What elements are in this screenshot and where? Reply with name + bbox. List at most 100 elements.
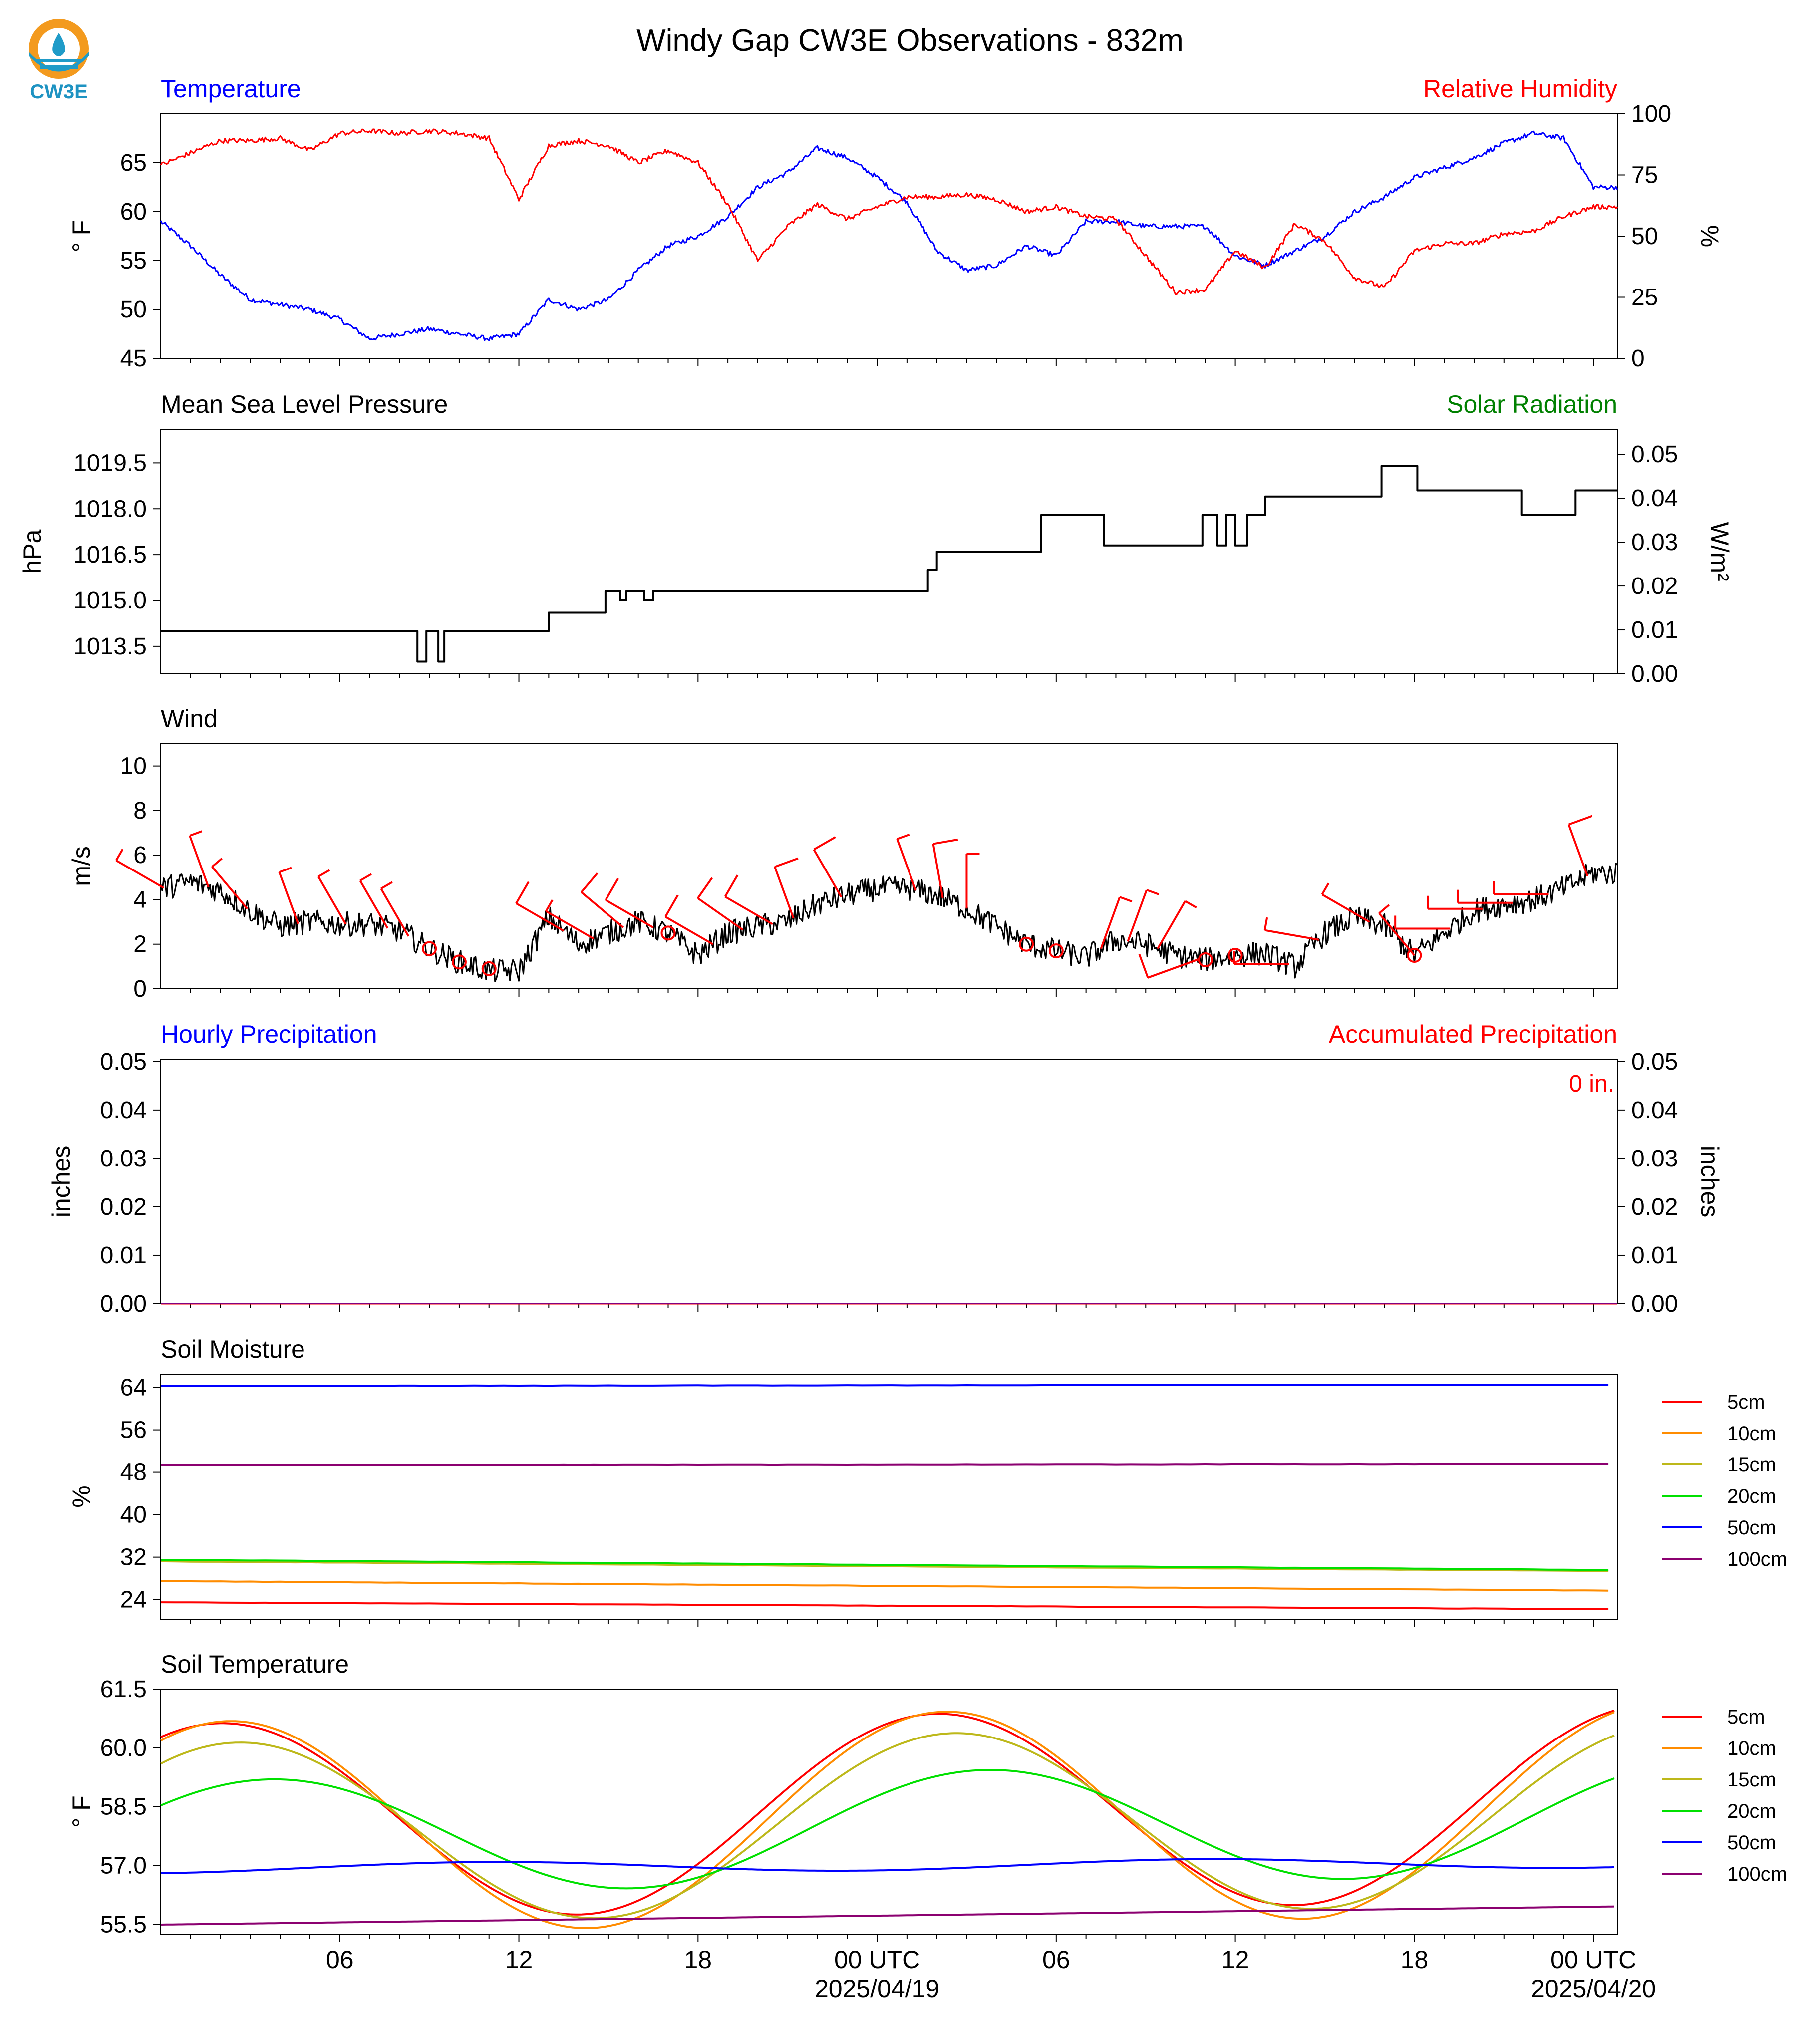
pressure-ytick-label: 1019.5	[73, 450, 147, 476]
precip-plot-frame	[160, 1059, 1618, 1304]
soil-temperature-legend-label: 15cm	[1727, 1769, 1776, 1791]
pressure-title-right: Solar Radiation	[1447, 390, 1617, 418]
wind-barb	[813, 836, 843, 898]
soil_moisture-ytick-label: 32	[120, 1544, 147, 1571]
soil_temperature-ylabel: ° F	[67, 1795, 95, 1827]
wind-barb-half-feather	[380, 881, 393, 890]
soil-moisture-legend-label: 15cm	[1727, 1454, 1776, 1476]
precip-ytick-right-label: 0.05	[1631, 1049, 1678, 1075]
wind-barb	[724, 874, 773, 925]
series-temperature	[160, 130, 1618, 341]
wind-barb-feather	[933, 838, 958, 845]
pressure-ytick-right-label: 0.02	[1631, 573, 1678, 599]
wind-plot-frame	[160, 743, 1618, 989]
precip-ytick-right-label: 0.03	[1631, 1146, 1678, 1172]
soil_temperature-ytick-label: 58.5	[100, 1794, 147, 1820]
wind-barb-half-feather	[1119, 896, 1133, 903]
soil-temperature-legend-label: 10cm	[1727, 1738, 1776, 1759]
precip-ylabel: inches	[47, 1146, 75, 1218]
wind-barb-half-feather	[1378, 904, 1390, 914]
pressure-ytick-label: 1016.5	[73, 542, 147, 568]
wind-barb	[189, 830, 210, 888]
calm-wind-marker	[1407, 948, 1422, 963]
soil-moisture-series-20cm	[160, 1559, 1609, 1571]
wind-barb-staff	[1567, 824, 1589, 876]
wind-barb	[697, 877, 744, 931]
wind-barb-feather	[774, 857, 799, 868]
calm-wind-marker	[1019, 936, 1034, 952]
wind-barb-half-feather	[359, 873, 372, 882]
wind-ytick-label: 4	[133, 886, 147, 913]
wind-barb-staff	[189, 835, 210, 888]
temperature-ylabel: ° F	[67, 220, 95, 252]
temperature-ytick-right-label: 75	[1631, 162, 1658, 189]
wind-barb-staff	[380, 888, 410, 937]
soil_moisture-plot-frame	[160, 1374, 1618, 1620]
wind-barb-feather	[813, 836, 836, 851]
wind-barb-half-feather	[1146, 889, 1160, 895]
pressure-ytick-right-label: 0.03	[1631, 529, 1678, 556]
wind-barb	[115, 849, 164, 889]
soil-temperature-series-20cm	[160, 1769, 1615, 1890]
wind-barb-staff	[278, 871, 299, 924]
wind-barb-staff	[1100, 896, 1121, 949]
wind-barb-staff	[115, 860, 164, 889]
wind-barb-feather	[605, 877, 619, 901]
soil_temperature-ytick-label: 60.0	[100, 1735, 147, 1761]
wind-barb-half-feather	[115, 849, 124, 861]
pressure-ytick-right-label: 0.01	[1631, 617, 1678, 643]
soil-moisture-legend-label: 20cm	[1727, 1485, 1776, 1507]
wind-barb-half-feather	[211, 858, 223, 868]
precip-ytick-label: 0.01	[100, 1242, 147, 1269]
soil-moisture-series-100cm	[160, 1463, 1609, 1466]
temperature-plot-frame	[160, 113, 1618, 359]
wind-barb	[359, 873, 389, 929]
soil_moisture-ytick-label: 24	[120, 1587, 147, 1613]
soil_temperature-plot-frame	[160, 1689, 1618, 1935]
wind-ytick-label: 8	[133, 798, 147, 824]
wind-barb-staff	[545, 910, 595, 940]
wind-barb-staff	[724, 895, 773, 925]
wind-barb-feather	[581, 872, 599, 893]
wind-barb-half-feather	[545, 899, 554, 912]
soil-moisture-series-10cm	[160, 1580, 1609, 1592]
wind-barb-staff	[932, 844, 944, 898]
wind-ylabel: m/s	[67, 846, 95, 886]
wind-barb-feather	[664, 894, 679, 917]
wind-barb	[664, 894, 714, 945]
cw3e-logo: CW3E	[29, 19, 89, 103]
x-tick-label: 18	[684, 1946, 712, 1974]
precip-ytick-label: 0.03	[100, 1146, 147, 1172]
wind-barb-half-feather	[279, 867, 292, 873]
soil-moisture-series-5cm	[160, 1601, 1609, 1610]
wind-barb	[965, 853, 980, 909]
panel-precip-wrap: 0.00 0.00 0.01 0.01 0.02 0.02 0.03 0.03 0.04 0.04…	[47, 1020, 1724, 1317]
wind-ytick-label: 10	[120, 753, 147, 780]
wind-barb-staff	[1264, 929, 1319, 941]
wind-barb-staff	[1127, 889, 1148, 942]
temperature-ytick-right-label: 25	[1631, 285, 1658, 311]
temperature-ytick-label: 45	[120, 345, 147, 372]
wind-barb-half-feather	[1321, 882, 1330, 895]
pressure-ytick-label: 1013.5	[73, 633, 147, 660]
wind-barb-feather	[1568, 815, 1593, 826]
x-tick-label: 06	[1042, 1946, 1070, 1974]
precip-ytick-right-label: 0.04	[1631, 1097, 1678, 1124]
soil-temperature-series-15cm	[160, 1732, 1615, 1920]
wind-barb-feather	[515, 881, 530, 904]
wind-barb-staff	[813, 849, 843, 898]
temperature-ytick-right-label: 0	[1631, 345, 1645, 372]
panel-wind: 0 2 4 6 8 10 Wind m/s	[67, 705, 1618, 1002]
temperature-ylabel-right: %	[1696, 225, 1724, 247]
wind-barb-half-feather	[317, 869, 330, 878]
soil_moisture-ytick-label: 64	[120, 1375, 147, 1401]
precip-ytick-label: 0.04	[100, 1097, 147, 1124]
soil-temperature-legend-label: 50cm	[1727, 1832, 1776, 1854]
wind-title-left: Wind	[161, 705, 218, 733]
wind-barb-staff	[774, 866, 795, 919]
logo-text: CW3E	[30, 81, 88, 103]
temperature-ytick-label: 65	[120, 150, 147, 176]
wind-barb-feather	[1138, 954, 1149, 978]
wind-barb	[1567, 815, 1593, 876]
